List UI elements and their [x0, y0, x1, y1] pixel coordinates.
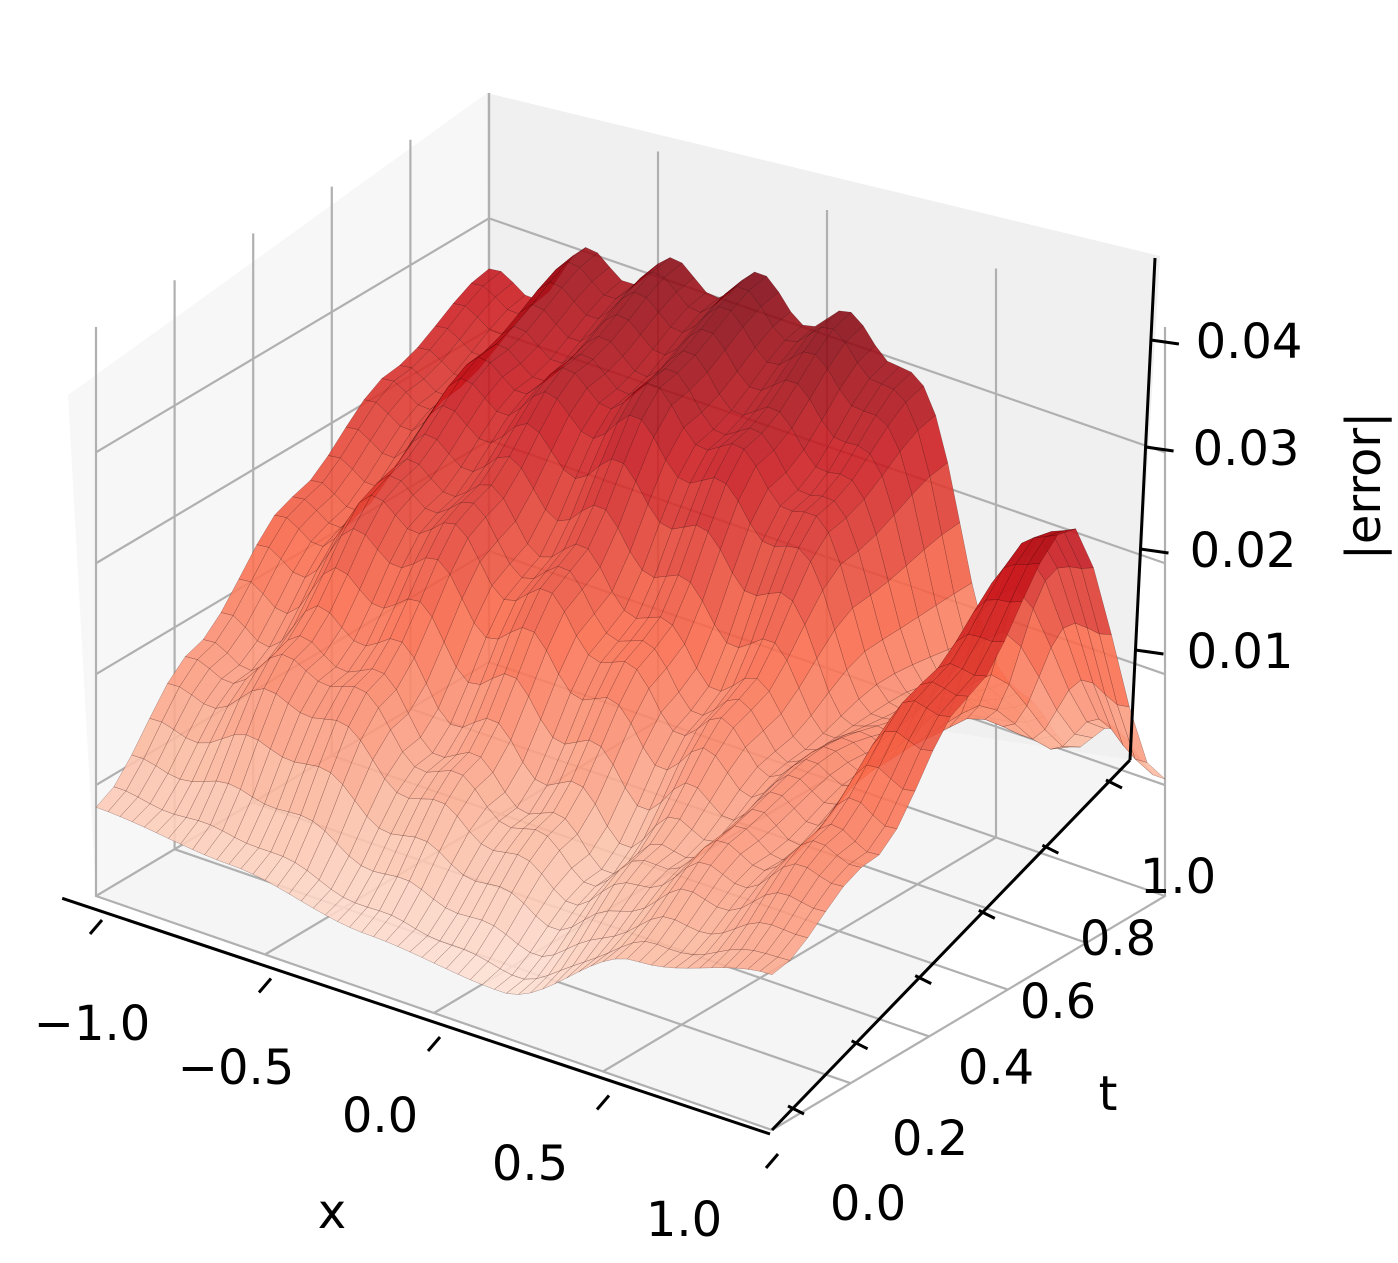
t-tick-mark-1 — [850, 1039, 869, 1051]
x-axis-label: x — [318, 1184, 346, 1240]
x-tick-mark-3 — [595, 1094, 611, 1111]
z-tick-label-3: 0.04 — [1196, 314, 1303, 370]
z-tick-mark-0 — [1135, 648, 1164, 656]
x-tick-label-0: −1.0 — [34, 996, 151, 1052]
x-tick-mark-1 — [257, 977, 273, 994]
t-tick-label-5: 1.0 — [1140, 849, 1216, 905]
tick-labels: −1.0 −0.5 0.0 0.5 1.0 0.0 0.2 0.4 0.6 0.8 1.0 0.01 0… — [34, 314, 1303, 1248]
z-tick-label-0: 0.01 — [1187, 624, 1294, 680]
t-grid-line-1 — [173, 280, 851, 1085]
z-axis-line — [1128, 257, 1157, 761]
surface-cell — [759, 956, 791, 975]
t-tick-mark-5 — [1105, 778, 1123, 790]
t-tick-label-4: 0.8 — [1080, 911, 1156, 967]
x-tick-label-1: −0.5 — [178, 1040, 295, 1096]
z-tick-label-1: 0.02 — [1190, 523, 1297, 579]
t-axis-line — [770, 758, 1132, 1132]
x-tick-label-4: 1.0 — [646, 1192, 722, 1248]
z-grid-line-3 — [95, 217, 1166, 454]
t-tick-label-2: 0.4 — [958, 1040, 1034, 1096]
t-tick-mark-2 — [914, 974, 932, 985]
tick-marks — [88, 338, 1180, 1169]
x-tick-mark-2 — [426, 1036, 442, 1052]
t-tick-label-1: 0.2 — [892, 1111, 968, 1167]
x-tick-mark-4 — [764, 1153, 780, 1169]
z-tick-mark-2 — [1145, 445, 1174, 453]
error-surface — [95, 247, 1166, 995]
axis-lines — [61, 257, 1157, 1136]
x-axis-line — [61, 896, 771, 1136]
t-grid-line-0 — [94, 327, 773, 1132]
z-tick-mark-3 — [1150, 338, 1180, 346]
t-tick-label-0: 0.0 — [830, 1176, 906, 1232]
t-tick-mark-0 — [787, 1104, 805, 1116]
z-tick-mark-1 — [1140, 547, 1169, 555]
t-tick-mark-4 — [1041, 843, 1060, 855]
z-axis-label: |error| — [1336, 412, 1392, 561]
z-tick-label-2: 0.03 — [1193, 421, 1300, 477]
t-tick-mark-3 — [978, 909, 996, 920]
x-tick-label-2: 0.0 — [342, 1088, 418, 1144]
t-axis-label: t — [1099, 1066, 1118, 1122]
x-tick-mark-0 — [88, 919, 104, 935]
t-tick-label-3: 0.6 — [1020, 974, 1096, 1030]
x-tick-label-3: 0.5 — [492, 1136, 568, 1192]
